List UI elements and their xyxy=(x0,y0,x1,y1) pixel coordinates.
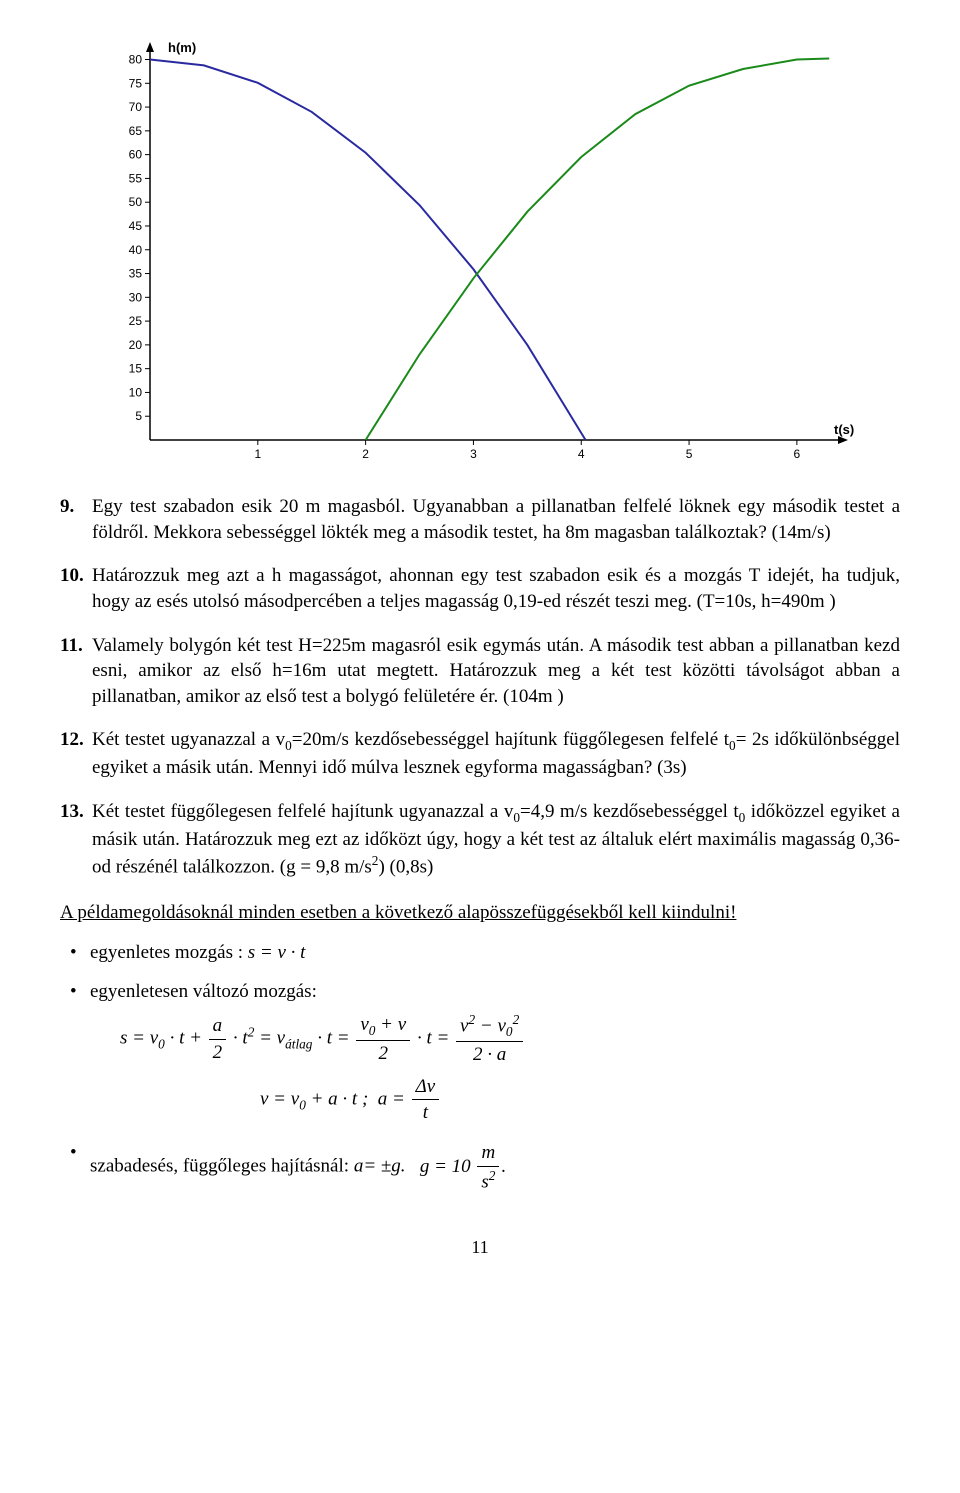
svg-text:1: 1 xyxy=(254,447,261,461)
formula-uniform: egyenletes mozgás : s = v · t xyxy=(90,940,900,966)
svg-text:45: 45 xyxy=(129,219,143,233)
problem-number: 10. xyxy=(60,563,92,614)
formula-label: szabadesés, függőleges hajításnál: xyxy=(90,1156,349,1177)
svg-text:t(s): t(s) xyxy=(834,422,854,437)
problem-number: 13. xyxy=(60,799,92,880)
problem-13: 13. Két testet függőlegesen felfelé hají… xyxy=(60,799,900,880)
svg-text:20: 20 xyxy=(129,338,143,352)
page-number: 11 xyxy=(60,1235,900,1259)
height-time-chart: h(m)t(s)51015202530354045505560657075801… xyxy=(90,40,870,470)
svg-text:75: 75 xyxy=(129,76,143,90)
svg-text:70: 70 xyxy=(129,100,143,114)
problem-number: 9. xyxy=(60,494,92,545)
svg-text:35: 35 xyxy=(129,267,143,281)
formula-freefall: szabadesés, függőleges hajításnál: a= ±g… xyxy=(90,1140,900,1195)
svg-text:5: 5 xyxy=(135,409,142,423)
svg-text:80: 80 xyxy=(129,53,143,67)
svg-text:50: 50 xyxy=(129,195,143,209)
formula-label: egyenletes mozgás : xyxy=(90,942,243,963)
problem-number: 12. xyxy=(60,727,92,780)
problem-text: Két testet ugyanazzal a v0=20m/s kezdőse… xyxy=(92,727,900,780)
svg-text:30: 30 xyxy=(129,290,143,304)
formula-heading: A példamegoldásoknál minden esetben a kö… xyxy=(60,900,900,926)
problem-list: 9. Egy test szabadon esik 20 m magasból.… xyxy=(60,494,900,880)
svg-text:5: 5 xyxy=(686,447,693,461)
svg-text:2: 2 xyxy=(362,447,369,461)
problem-text: Egy test szabadon esik 20 m magasból. Ug… xyxy=(92,494,900,545)
svg-text:40: 40 xyxy=(129,243,143,257)
equation-v: v = v0 + a · t ; a = Δvt xyxy=(260,1074,900,1126)
formula-expr-a: a= ±g. xyxy=(354,1156,406,1177)
svg-text:25: 25 xyxy=(129,314,143,328)
formula-varied: egyenletesen változó mozgás: s = v0 · t … xyxy=(90,979,900,1126)
svg-text:6: 6 xyxy=(794,447,801,461)
problem-10: 10. Határozzuk meg azt a h magasságot, a… xyxy=(60,563,900,614)
formula-expr-g: g = 10 ms2. xyxy=(420,1156,506,1177)
problem-text: Valamely bolygón két test H=225m magasró… xyxy=(92,633,900,710)
svg-text:4: 4 xyxy=(578,447,585,461)
problem-12: 12. Két testet ugyanazzal a v0=20m/s kez… xyxy=(60,727,900,780)
problem-text: Két testet függőlegesen felfelé hajítunk… xyxy=(92,799,900,880)
svg-text:60: 60 xyxy=(129,148,143,162)
svg-text:55: 55 xyxy=(129,171,143,185)
svg-text:h(m): h(m) xyxy=(168,40,196,55)
equation-s: s = v0 · t + a2 · t2 = vátlag · t = v0 +… xyxy=(120,1011,900,1068)
svg-text:10: 10 xyxy=(129,385,143,399)
formula-label: egyenletesen változó mozgás: xyxy=(90,981,317,1002)
problem-11: 11. Valamely bolygón két test H=225m mag… xyxy=(60,633,900,710)
problem-number: 11. xyxy=(60,633,92,710)
chart-container: h(m)t(s)51015202530354045505560657075801… xyxy=(60,40,900,470)
formula-expr: s = v · t xyxy=(248,942,306,963)
problem-9: 9. Egy test szabadon esik 20 m magasból.… xyxy=(60,494,900,545)
svg-text:3: 3 xyxy=(470,447,477,461)
svg-text:15: 15 xyxy=(129,362,143,376)
problem-text: Határozzuk meg azt a h magasságot, ahonn… xyxy=(92,563,900,614)
svg-text:65: 65 xyxy=(129,124,143,138)
formula-list: egyenletes mozgás : s = v · t egyenletes… xyxy=(60,940,900,1195)
